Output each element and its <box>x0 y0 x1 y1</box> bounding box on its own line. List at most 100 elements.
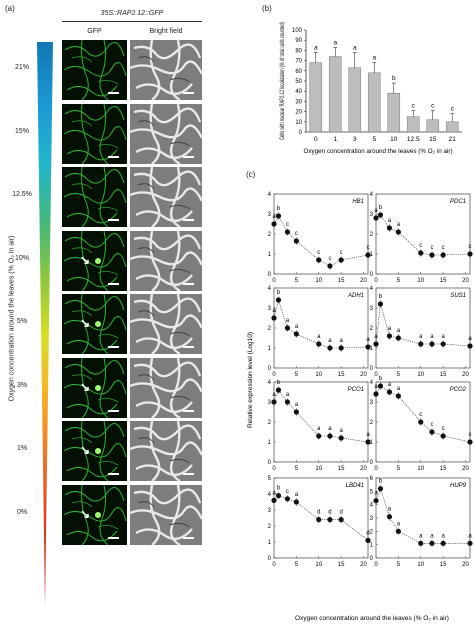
x-tick-label: 15 <box>429 136 437 143</box>
data-point <box>373 341 379 347</box>
x-tick-label: 10 <box>315 562 322 568</box>
y-tick-label: 3 <box>268 508 272 514</box>
expression-line <box>375 303 471 347</box>
data-point <box>373 215 379 221</box>
y-axis-title: Relative expression level (Log10) <box>247 332 254 428</box>
significance-letter: b <box>277 290 281 296</box>
y-tick-label: 3 <box>370 306 374 312</box>
y-tick-label: 0 <box>370 366 374 372</box>
data-point <box>271 315 277 321</box>
x-tick-label: 15 <box>338 372 345 378</box>
y-tick-label: 1 <box>268 252 272 258</box>
data-point <box>365 537 371 543</box>
data-point <box>467 251 473 257</box>
significance-letter: b <box>392 75 396 82</box>
x-tick-label: 10 <box>315 466 322 472</box>
x-tick-label: 15 <box>440 562 447 568</box>
data-point <box>327 517 333 523</box>
data-point <box>440 252 446 258</box>
x-tick-label: 15 <box>440 466 447 472</box>
significance-letter: b <box>379 294 383 300</box>
y-tick-label: 2 <box>370 232 374 238</box>
gfp-micrograph: ↘ <box>62 230 127 291</box>
data-point <box>271 497 277 503</box>
x-tick-label: 10 <box>315 372 322 378</box>
bar <box>426 119 440 133</box>
y-tick-label: 1 <box>370 440 374 446</box>
gene-label: LBD41 <box>346 483 364 489</box>
y-tick-label: 1 <box>370 543 374 549</box>
data-point <box>316 433 322 439</box>
bar-chart: 0 10 20 30 40 50 60 70 80 90 100 a 0 a 1 a 3 a 5 b 10 c 12.5 c 1… <box>280 22 462 155</box>
y-tick-label: 2 <box>268 420 272 426</box>
data-point <box>365 344 371 350</box>
oxygen-level-label: 12.5% <box>12 191 32 198</box>
significance-letter: a <box>339 338 343 344</box>
data-point <box>440 341 446 347</box>
significance-letter: a <box>366 432 370 438</box>
subplot-frame <box>273 477 369 559</box>
bar <box>367 72 381 133</box>
bright-field-micrograph <box>130 294 202 354</box>
x-tick-label: 15 <box>338 278 345 284</box>
gene-label: PDC1 <box>450 199 466 205</box>
significance-letter: a <box>328 426 332 432</box>
x-tick-label: 20 <box>462 278 469 284</box>
x-tick-label: 5 <box>295 562 299 568</box>
significance-letter: b <box>379 205 383 211</box>
y-tick-label: 3 <box>370 212 374 218</box>
gfp-column-header: GFP <box>87 28 102 35</box>
y-tick-label: 1 <box>370 346 374 352</box>
significance-letter: a <box>317 426 321 432</box>
gene-label: PCO1 <box>348 387 364 393</box>
x-tick-label: 0 <box>374 278 378 284</box>
significance-letter: c <box>328 256 331 262</box>
oxygen-level-label: 3% <box>16 381 28 389</box>
y-tick-label: 4 <box>268 286 272 292</box>
significance-letter: a <box>295 324 299 330</box>
x-tick-label: 5 <box>295 466 299 472</box>
significance-letter: c <box>469 244 472 250</box>
y-tick-label: 10 <box>295 120 302 126</box>
x-tick-label: 21 <box>449 136 457 143</box>
x-tick-label: 0 <box>272 562 276 568</box>
significance-letter: a <box>317 334 321 340</box>
oxygen-level-label: 5% <box>16 318 28 325</box>
y-tick-label: 2 <box>370 326 374 332</box>
x-tick-label: 15 <box>338 562 345 568</box>
nucleus-arrow-icon: ↘ <box>80 252 91 267</box>
bar <box>445 121 459 133</box>
y-tick-label: 1 <box>268 346 272 352</box>
bar <box>387 92 401 133</box>
data-point <box>440 540 446 546</box>
gfp-micrograph <box>62 40 127 100</box>
subplot-frame <box>375 193 471 275</box>
bright-field-micrograph <box>130 484 202 545</box>
significance-letter: c <box>469 432 472 438</box>
expression-line <box>273 298 369 349</box>
x-tick-label: 0 <box>374 562 378 568</box>
bright-field-micrograph <box>130 167 202 227</box>
y-tick-label: 4 <box>370 380 374 386</box>
significance-letter: d <box>366 530 369 536</box>
significance-letter: c <box>412 103 416 110</box>
construct-label: 35S::RAP2.12::GFP <box>100 10 164 17</box>
significance-letter: a <box>430 334 434 340</box>
y-tick-label: 20 <box>295 110 302 116</box>
gene-label: ADH1 <box>347 293 364 299</box>
significance-letter: a <box>339 428 343 434</box>
data-point <box>338 517 344 523</box>
x-tick-label: 5 <box>295 372 299 378</box>
data-point <box>327 263 333 269</box>
gfp-micrograph: ↘ <box>62 421 127 481</box>
data-point <box>418 540 424 546</box>
significance-letter: d <box>328 510 331 516</box>
y-tick-label: 1 <box>268 440 272 446</box>
significance-letter: c <box>430 422 433 428</box>
data-point <box>373 391 379 397</box>
bright-field-micrograph <box>130 40 202 100</box>
x-tick-label: 10 <box>390 136 398 143</box>
gene-label: HUP9 <box>450 483 467 489</box>
nucleus-arrow-icon: ↘ <box>80 316 91 330</box>
